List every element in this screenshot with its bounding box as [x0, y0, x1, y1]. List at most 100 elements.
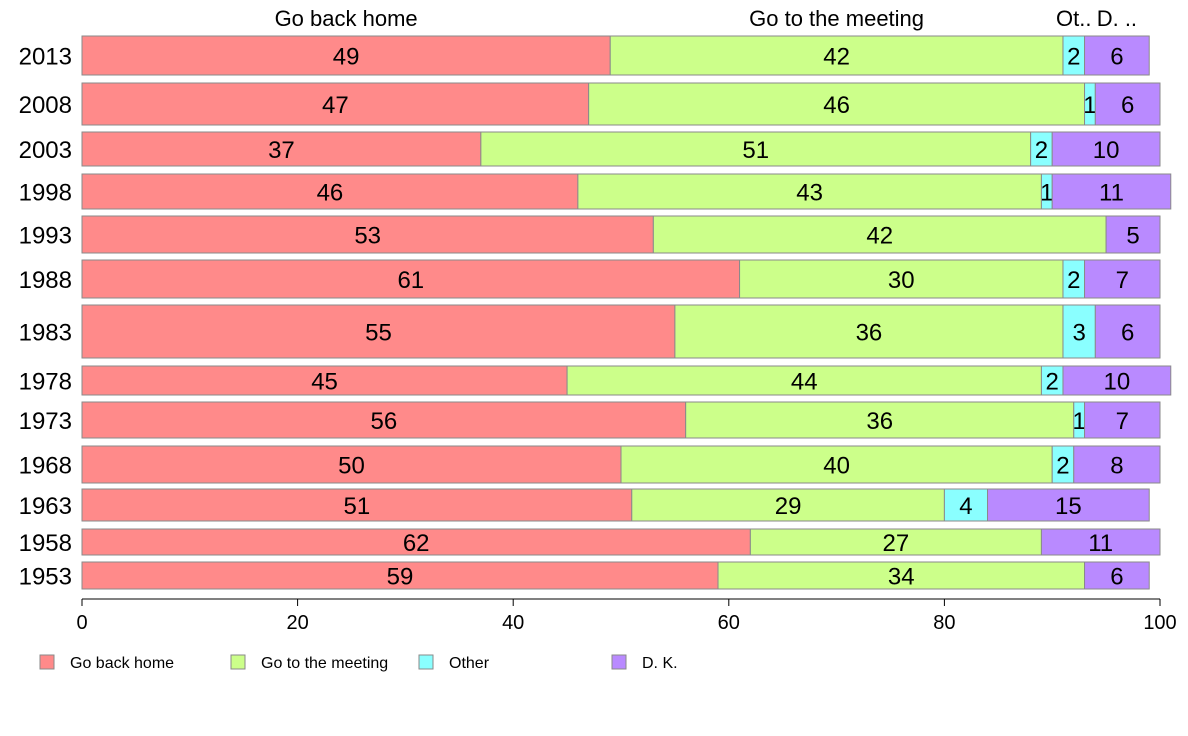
data-label-go-to-the-meeting-1998: 43 — [796, 180, 823, 207]
data-label-go-back-home-1958: 62 — [403, 530, 430, 557]
data-label-other-2013: 2 — [1067, 44, 1080, 71]
category-label-1993: 1993 — [19, 223, 72, 250]
legend: Go back home Go to the meeting Other D. K. — [39, 654, 678, 672]
bar-go-back-home-1998 — [81, 173, 579, 210]
data-label-go-to-the-meeting-2003: 51 — [742, 137, 769, 164]
bar-go-to-the-meeting-1993 — [652, 215, 1107, 254]
category-label-1958: 1958 — [19, 530, 72, 557]
column-header-go-to-the-meeting: Go to the meeting — [749, 6, 924, 31]
bar-go-to-the-meeting-1953 — [717, 561, 1086, 590]
data-label-d-k-1973: 7 — [1116, 408, 1129, 435]
category-label-1953: 1953 — [19, 564, 72, 591]
data-label-d-k-2008: 6 — [1121, 92, 1134, 119]
legend-label-other: Other — [449, 655, 490, 672]
x-tick-label-100: 100 — [1143, 612, 1176, 634]
bar-go-back-home-1983 — [81, 304, 676, 359]
bar-d-k-2013 — [1084, 35, 1150, 76]
data-label-other-2003: 2 — [1035, 137, 1048, 164]
year-labels: 2013 2008 2003 1998 1993 1988 1983 1978 1973 1968… — [19, 44, 72, 591]
data-label-d-k-1963: 15 — [1055, 493, 1082, 520]
bar-go-to-the-meeting-1998 — [577, 173, 1042, 210]
bar-d-k-1993 — [1105, 215, 1161, 254]
bar-go-back-home-1953 — [81, 561, 719, 590]
data-label-go-back-home-1988: 61 — [397, 267, 424, 294]
bar-go-back-home-1988 — [81, 259, 741, 299]
bar-go-to-the-meeting-2013 — [609, 35, 1064, 76]
bar-go-back-home-2008 — [81, 82, 590, 126]
data-label-go-back-home-1983: 55 — [365, 320, 392, 347]
data-label-go-back-home-2013: 49 — [333, 44, 360, 71]
bar-go-back-home-1973 — [81, 401, 687, 439]
data-label-d-k-1983: 6 — [1121, 320, 1134, 347]
data-label-go-to-the-meeting-1993: 42 — [866, 223, 893, 250]
category-label-1968: 1968 — [19, 453, 72, 480]
data-label-d-k-1958: 11 — [1088, 530, 1113, 557]
data-label-go-to-the-meeting-1968: 40 — [823, 453, 850, 480]
data-label-other-1968: 2 — [1056, 453, 1069, 480]
column-header-go-back-home: Go back home — [275, 6, 418, 31]
bar-d-k-2008 — [1094, 82, 1161, 126]
data-label-go-to-the-meeting-1963: 29 — [775, 493, 802, 520]
data-label-go-back-home-1978: 45 — [311, 369, 338, 396]
category-label-2013: 2013 — [19, 44, 72, 71]
column-headers: Go back home Go to the meeting Ot.. D. .. — [275, 6, 1137, 31]
bar-d-k-1983 — [1094, 304, 1161, 359]
data-label-go-back-home-1998: 46 — [317, 180, 344, 207]
data-label-d-k-2013: 6 — [1110, 44, 1123, 71]
bar-go-to-the-meeting-1983 — [674, 304, 1064, 359]
data-label-go-back-home-1963: 51 — [344, 493, 371, 520]
data-label-go-to-the-meeting-2013: 42 — [823, 44, 850, 71]
data-label-d-k-1998: 11 — [1099, 180, 1124, 207]
data-label-go-back-home-1968: 50 — [338, 453, 365, 480]
data-label-go-back-home-1953: 59 — [387, 564, 414, 591]
data-label-go-back-home-1973: 56 — [370, 408, 397, 435]
data-label-go-to-the-meeting-1958: 27 — [883, 530, 910, 557]
bar-d-k-1968 — [1073, 445, 1161, 484]
data-label-d-k-1988: 7 — [1116, 267, 1129, 294]
x-tick-label-0: 0 — [76, 612, 87, 634]
data-label-go-to-the-meeting-1983: 36 — [856, 320, 883, 347]
data-label-other-1973: 1 — [1072, 408, 1085, 435]
column-header-other: Ot.. — [1056, 6, 1091, 31]
bar-go-back-home-1963 — [81, 488, 633, 522]
bar-go-to-the-meeting-1958 — [749, 528, 1042, 556]
bar-go-to-the-meeting-1978 — [566, 365, 1042, 396]
data-label-go-to-the-meeting-1988: 30 — [888, 267, 915, 294]
bar-go-to-the-meeting-2008 — [588, 82, 1086, 126]
bar-d-k-1973 — [1084, 401, 1161, 439]
data-label-other-1988: 2 — [1067, 267, 1080, 294]
data-label-go-back-home-2003: 37 — [268, 137, 295, 164]
bar-go-back-home-1978 — [81, 365, 568, 396]
x-tick-label-60: 60 — [718, 612, 740, 634]
data-label-go-to-the-meeting-1953: 34 — [888, 564, 915, 591]
bar-d-k-1988 — [1084, 259, 1161, 299]
data-label-go-to-the-meeting-2008: 46 — [823, 92, 850, 119]
data-label-other-1978: 2 — [1046, 369, 1059, 396]
x-tick-label-80: 80 — [933, 612, 955, 634]
legend-label-d-k: D. K. — [642, 655, 678, 672]
data-label-d-k-1978: 10 — [1104, 369, 1131, 396]
bar-d-k-2003 — [1051, 131, 1161, 167]
category-label-2008: 2008 — [19, 92, 72, 119]
legend-swatch-go-to-the-meeting — [230, 654, 246, 670]
column-header-d-k: D. .. — [1097, 6, 1137, 31]
category-label-2003: 2003 — [19, 137, 72, 164]
bar-d-k-1958 — [1040, 528, 1161, 556]
x-axis: 0 20 40 60 80 100 — [76, 598, 1177, 634]
data-label-go-back-home-2008: 47 — [322, 92, 349, 119]
category-label-1973: 1973 — [19, 408, 72, 435]
category-label-1988: 1988 — [19, 267, 72, 294]
data-label-other-1963: 4 — [959, 493, 972, 520]
legend-swatch-other — [418, 654, 434, 670]
bar-go-back-home-2003 — [81, 131, 482, 167]
bar-d-k-1978 — [1062, 365, 1172, 396]
bar-d-k-1998 — [1051, 173, 1172, 210]
data-label-d-k-1993: 5 — [1126, 223, 1139, 250]
x-tick-label-40: 40 — [502, 612, 524, 634]
bar-go-to-the-meeting-1988 — [739, 259, 1064, 299]
data-label-other-2008: 1 — [1083, 92, 1096, 119]
bar-d-k-1963 — [987, 488, 1150, 522]
bar-other-1963 — [943, 488, 989, 522]
bar-go-to-the-meeting-2003 — [480, 131, 1032, 167]
